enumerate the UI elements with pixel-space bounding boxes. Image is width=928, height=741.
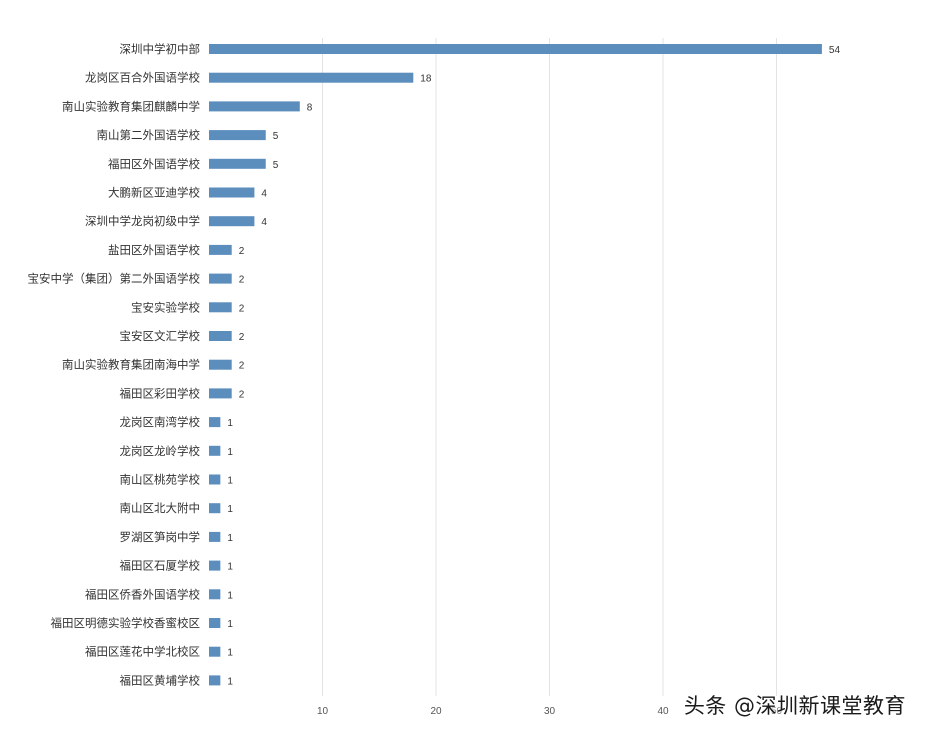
- bar-12: [209, 388, 232, 398]
- data-label-6: 4: [261, 217, 267, 228]
- bar-0: [209, 44, 822, 54]
- data-label-3: 5: [273, 131, 279, 142]
- category-label-22: 福田区黄埔学校: [120, 673, 201, 687]
- data-label-17: 1: [227, 533, 233, 544]
- category-label-12: 福田区彩田学校: [120, 386, 201, 400]
- data-label-14: 1: [227, 447, 233, 458]
- category-label-2: 南山实验教育集团麒麟中学: [62, 99, 200, 113]
- bar-1: [209, 73, 413, 83]
- bar-8: [209, 274, 232, 284]
- data-label-16: 1: [227, 504, 233, 515]
- category-label-0: 深圳中学初中部: [120, 42, 201, 56]
- data-label-9: 2: [239, 303, 245, 314]
- bar-16: [209, 503, 220, 513]
- category-label-16: 南山区北大附中: [120, 501, 201, 515]
- category-label-1: 龙岗区百合外国语学校: [85, 71, 200, 85]
- data-label-2: 8: [307, 102, 313, 113]
- category-label-6: 深圳中学龙岗初级中学: [85, 214, 200, 228]
- x-tick-label-0: 10: [317, 706, 329, 717]
- bar-17: [209, 532, 220, 542]
- data-label-11: 2: [239, 361, 245, 372]
- category-label-17: 罗湖区笋岗中学: [120, 530, 201, 544]
- data-label-12: 2: [239, 389, 245, 400]
- data-label-20: 1: [227, 619, 233, 630]
- category-label-11: 南山实验教育集团南海中学: [62, 358, 200, 372]
- category-label-14: 龙岗区龙岭学校: [120, 444, 201, 458]
- data-label-21: 1: [227, 648, 233, 659]
- category-label-9: 宝安实验学校: [131, 300, 200, 314]
- data-label-0: 54: [829, 45, 841, 56]
- data-label-5: 4: [261, 189, 267, 200]
- bar-3: [209, 130, 266, 140]
- category-label-10: 宝安区文汇学校: [120, 329, 201, 343]
- data-label-10: 2: [239, 332, 245, 343]
- bar-2: [209, 101, 300, 111]
- x-tick-label-1: 20: [430, 706, 442, 717]
- data-label-1: 18: [420, 74, 432, 85]
- data-label-18: 1: [227, 562, 233, 573]
- bar-6: [209, 216, 254, 226]
- bar-4: [209, 159, 266, 169]
- bar-15: [209, 475, 220, 485]
- x-tick-label-2: 30: [544, 706, 556, 717]
- data-label-19: 1: [227, 590, 233, 601]
- bar-22: [209, 675, 220, 685]
- bar-7: [209, 245, 232, 255]
- bar-13: [209, 417, 220, 427]
- x-tick-label-3: 40: [657, 706, 669, 717]
- bar-21: [209, 647, 220, 657]
- category-label-13: 龙岗区南湾学校: [120, 415, 201, 429]
- category-label-21: 福田区莲花中学北校区: [85, 645, 200, 659]
- bar-18: [209, 561, 220, 571]
- data-label-13: 1: [227, 418, 233, 429]
- category-label-20: 福田区明德实验学校香蜜校区: [51, 616, 201, 630]
- category-label-8: 宝安中学（集团）第二外国语学校: [28, 272, 201, 286]
- category-label-19: 福田区侨香外国语学校: [85, 587, 200, 601]
- category-label-7: 盐田区外国语学校: [108, 243, 200, 257]
- data-label-15: 1: [227, 476, 233, 487]
- data-label-4: 5: [273, 160, 279, 171]
- data-label-7: 2: [239, 246, 245, 257]
- bar-20: [209, 618, 220, 628]
- bar-10: [209, 331, 232, 341]
- category-label-18: 福田区石厦学校: [120, 559, 201, 573]
- bar-11: [209, 360, 232, 370]
- category-label-15: 南山区桃苑学校: [120, 473, 201, 487]
- bar-19: [209, 589, 220, 599]
- category-label-5: 大鹏新区亚迪学校: [108, 186, 200, 200]
- bar-5: [209, 188, 254, 198]
- watermark-text: 头条 @深圳新课堂教育: [684, 690, 906, 720]
- category-label-4: 福田区外国语学校: [108, 157, 200, 171]
- category-label-3: 南山第二外国语学校: [97, 128, 201, 142]
- bar-14: [209, 446, 220, 456]
- data-label-8: 2: [239, 275, 245, 286]
- data-label-22: 1: [227, 676, 233, 687]
- bar-9: [209, 302, 232, 312]
